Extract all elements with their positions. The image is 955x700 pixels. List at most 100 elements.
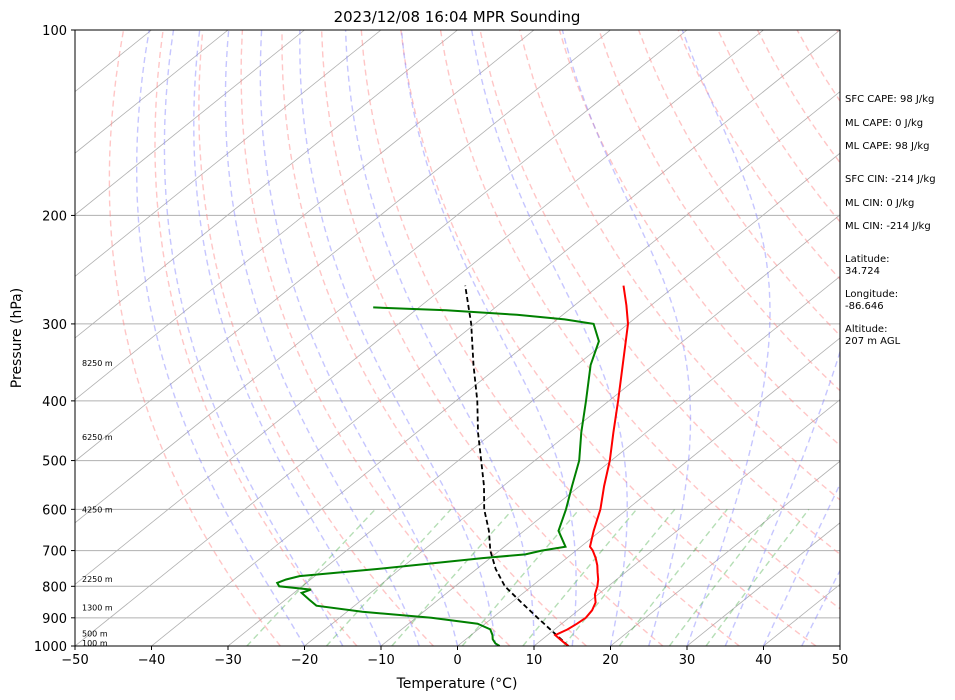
y-tick-label: 500 bbox=[42, 455, 67, 470]
y-tick-label: 800 bbox=[42, 580, 67, 595]
dry-adiabat-line bbox=[439, 30, 840, 610]
dry-adiabat-line bbox=[198, 30, 434, 646]
moist-adiabat-line bbox=[163, 30, 344, 646]
x-tick-label: 0 bbox=[453, 653, 461, 668]
moist-adiabat-line bbox=[681, 30, 771, 646]
isotherm-line bbox=[75, 30, 611, 462]
isotherm-line bbox=[304, 214, 840, 646]
moist-adiabat-line bbox=[193, 30, 382, 646]
index-ml-cin-1: ML CIN: 0 J/kg bbox=[845, 198, 914, 209]
mixing-ratio-lines bbox=[246, 508, 810, 646]
x-tick-label: 30 bbox=[679, 653, 696, 668]
y-tick-label: 700 bbox=[42, 545, 67, 560]
dry-adiabat-line bbox=[281, 30, 587, 646]
height-label: 6250 m bbox=[82, 433, 113, 442]
moist-adiabat-line bbox=[724, 30, 840, 646]
indices-panel: SFC CAPE: 98 J/kg ML CAPE: 0 J/kg ML CAP… bbox=[845, 94, 936, 347]
x-tick-label: −20 bbox=[291, 653, 318, 668]
index-sfc-cin: SFC CIN: -214 J/kg bbox=[845, 174, 936, 185]
mixing-ratio-line bbox=[391, 508, 514, 646]
mixing-ratio-line bbox=[668, 508, 775, 646]
moist-adiabat-line bbox=[259, 30, 459, 646]
x-tick-label: 20 bbox=[602, 653, 619, 668]
x-tick-label: 50 bbox=[832, 653, 849, 668]
altitude-value: 207 m AGL bbox=[845, 336, 901, 347]
y-axis-ticks: 100 200 300 400 500 600 700 800 900 1000 bbox=[34, 24, 75, 655]
index-ml-cape-1: ML CAPE: 0 J/kg bbox=[845, 118, 923, 129]
moist-adiabat-line bbox=[561, 30, 692, 646]
isotherm-line bbox=[75, 30, 840, 646]
dry-adiabat-line bbox=[400, 30, 817, 646]
height-label: 1300 m bbox=[82, 604, 113, 613]
height-label: 2250 m bbox=[82, 575, 113, 584]
x-tick-label: −30 bbox=[214, 653, 241, 668]
dry-adiabat-line bbox=[108, 30, 281, 646]
y-tick-label: 1000 bbox=[34, 640, 67, 655]
x-tick-label: −10 bbox=[367, 653, 394, 668]
y-axis-label: Pressure (hPa) bbox=[9, 288, 25, 388]
temperature-line bbox=[553, 285, 630, 646]
isotherm-line bbox=[151, 91, 840, 646]
isotherm-line bbox=[75, 30, 764, 585]
dry-adiabat-line bbox=[519, 30, 840, 501]
isotherm-line bbox=[533, 399, 840, 646]
height-label: 4250 m bbox=[82, 505, 113, 514]
y-tick-label: 600 bbox=[42, 503, 67, 518]
mixing-ratio-line bbox=[246, 508, 376, 646]
isotherm-line bbox=[457, 337, 840, 646]
isotherm-line bbox=[227, 152, 840, 646]
index-sfc-cape: SFC CAPE: 98 J/kg bbox=[845, 94, 934, 105]
moist-adiabats bbox=[135, 30, 840, 646]
moist-adiabat-line bbox=[471, 30, 628, 646]
latitude-value: 34.724 bbox=[845, 266, 880, 277]
dry-adiabat-line bbox=[360, 30, 740, 646]
altitude-label: Altitude: bbox=[845, 324, 887, 335]
isotherm-line bbox=[75, 30, 688, 524]
isotherm-line bbox=[686, 522, 840, 646]
pressure-gridlines bbox=[75, 30, 840, 646]
dry-adiabat-line bbox=[240, 30, 511, 646]
mixing-ratio-line bbox=[522, 508, 638, 646]
dry-adiabat-line bbox=[154, 30, 358, 646]
height-label: 500 m bbox=[82, 629, 108, 638]
isotherm-line bbox=[75, 30, 229, 154]
longitude-value: -86.646 bbox=[845, 301, 884, 312]
skewed-isotherms bbox=[75, 30, 840, 646]
moist-adiabat-line bbox=[344, 30, 535, 646]
moist-adiabat-line bbox=[299, 30, 497, 646]
x-axis-ticks: −50 −40 −30 −20 −10 0 10 20 30 40 50 bbox=[61, 646, 848, 668]
height-label: 8250 m bbox=[82, 359, 113, 368]
latitude-label: Latitude: bbox=[845, 254, 890, 265]
y-tick-label: 400 bbox=[42, 395, 67, 410]
index-ml-cin-2: ML CIN: -214 J/kg bbox=[845, 221, 931, 232]
x-axis-label: Temperature (°C) bbox=[396, 676, 518, 692]
chart-title: 2023/12/08 16:04 MPR Sounding bbox=[334, 8, 581, 26]
x-tick-label: −50 bbox=[61, 653, 88, 668]
mixing-ratio-line bbox=[325, 508, 452, 646]
mixing-ratio-line bbox=[705, 508, 810, 646]
x-tick-label: 10 bbox=[526, 653, 543, 668]
mixing-ratio-line bbox=[618, 508, 728, 646]
mixing-ratio-line bbox=[461, 508, 580, 646]
longitude-label: Longitude: bbox=[845, 289, 898, 300]
isotherm-line bbox=[75, 30, 305, 216]
mixing-ratio-line bbox=[562, 508, 676, 646]
isotherm-line bbox=[610, 460, 840, 646]
moist-adiabat-line bbox=[224, 30, 420, 646]
x-tick-label: 40 bbox=[755, 653, 772, 668]
parcel-profile-line bbox=[464, 285, 570, 646]
moist-adiabat-line bbox=[135, 30, 306, 646]
y-tick-label: 100 bbox=[42, 24, 67, 39]
dry-adiabat-line bbox=[320, 30, 664, 646]
index-ml-cape-2: ML CAPE: 98 J/kg bbox=[845, 141, 929, 152]
dry-adiabats bbox=[108, 30, 840, 646]
sounding-series bbox=[275, 285, 630, 646]
y-tick-label: 900 bbox=[42, 612, 67, 627]
moist-adiabat-line bbox=[400, 30, 577, 646]
y-tick-label: 200 bbox=[42, 209, 67, 224]
isotherm-line bbox=[75, 30, 535, 401]
x-tick-label: −40 bbox=[138, 653, 165, 668]
isotherm-line bbox=[380, 275, 840, 646]
